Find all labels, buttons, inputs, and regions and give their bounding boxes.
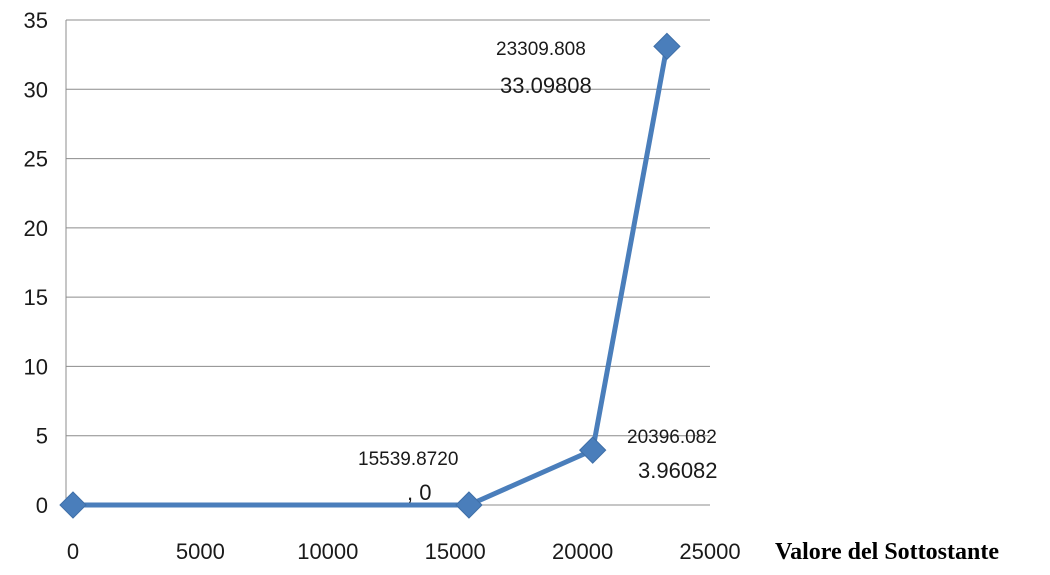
series-group <box>70 43 670 508</box>
data-label-point-4-x: 23309.808 <box>496 39 586 60</box>
x-tick-label-10000: 10000 <box>297 539 358 564</box>
x-tick-label-25000: 25000 <box>679 539 740 564</box>
markers-group <box>59 32 681 519</box>
data-label-point-4-y: 33.09808 <box>500 73 592 98</box>
gridlines <box>66 19 710 437</box>
data-label-point-2-y: , 0 <box>407 480 431 505</box>
y-tick-label-0: 0 <box>36 493 48 518</box>
data-point-marker-3 <box>578 436 607 464</box>
y-tick-label-30: 30 <box>24 77 48 102</box>
data-point-marker-4 <box>653 32 681 61</box>
x-tick-label-5000: 5000 <box>176 539 225 564</box>
y-tick-label-5: 5 <box>36 424 48 449</box>
y-tick-labels: 0 5 10 15 20 25 30 35 <box>24 8 48 518</box>
y-tick-label-20: 20 <box>24 216 48 241</box>
x-tick-label-20000: 20000 <box>552 539 613 564</box>
y-tick-label-35: 35 <box>24 8 48 33</box>
data-point-marker-2 <box>455 491 483 519</box>
data-label-point-3-y: 3.96082 <box>638 458 718 483</box>
y-tick-label-25: 25 <box>24 147 48 172</box>
y-tick-label-10: 10 <box>24 354 48 379</box>
series-line-1 <box>70 43 670 508</box>
x-tick-label-15000: 15000 <box>425 539 486 564</box>
data-label-point-2-x: 15539.8720 <box>358 449 458 470</box>
data-point-marker-1 <box>59 491 87 519</box>
x-axis-title: Valore del Sottostante <box>775 539 999 565</box>
y-tick-label-15: 15 <box>24 285 48 310</box>
x-tick-label-0: 0 <box>67 539 79 564</box>
x-tick-labels: 0 5000 10000 15000 20000 25000 <box>67 539 741 564</box>
data-label-point-3-x: 20396.082 <box>627 427 717 448</box>
